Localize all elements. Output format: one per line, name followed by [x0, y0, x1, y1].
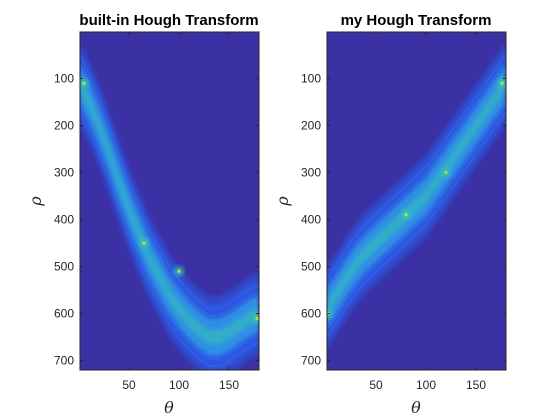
sinusoid-strand [327, 75, 506, 301]
sinusoid-strand [327, 54, 506, 280]
sinusoid-strand [80, 77, 259, 331]
vote-hotspot-peak [255, 316, 259, 320]
sinusoid-strand [80, 62, 259, 316]
right-x-ticks: 50 100 150 [369, 32, 486, 392]
vote-hotspot-peak [500, 81, 504, 85]
x-tick-label: 100 [169, 378, 189, 392]
vote-band-core [80, 78, 259, 344]
left-chart-title: built-in Hough Transform [79, 12, 258, 29]
y-tick-label: 600 [54, 307, 74, 321]
y-tick-label: 400 [301, 213, 321, 227]
sinusoid-strand [80, 98, 259, 352]
right-y-ticks: 100 200 300 400 500 600 700 [301, 72, 506, 368]
left-x-ticks: 50 100 150 [122, 32, 239, 392]
right-axes: my Hough Transform 100 200 300 400 500 600 700… [273, 12, 507, 417]
y-tick-label: 500 [54, 260, 74, 274]
vote-band-inner [327, 65, 506, 326]
sinusoid-strand [80, 84, 259, 338]
right-axes-frame [326, 31, 507, 371]
sinusoid-strands [80, 55, 259, 367]
y-tick-label: 200 [54, 119, 74, 133]
left-axes: built-in Hough Transform 100 200 300 400 500… [26, 12, 260, 417]
right-heatmap [327, 32, 506, 370]
y-tick-label: 600 [301, 307, 321, 321]
x-tick-label: 150 [219, 378, 239, 392]
vote-hotspot-peak [404, 213, 408, 217]
vote-band [80, 43, 259, 370]
sinusoid-strand [327, 83, 506, 309]
sinusoid-strand [327, 112, 506, 337]
y-tick-label: 100 [54, 72, 74, 86]
sinusoid-strand [327, 68, 506, 294]
sinusoid-strand [327, 104, 506, 330]
left-y-ticks: 100 200 300 400 500 600 700 [54, 72, 259, 368]
left-x-axis-label: θ [164, 398, 174, 417]
y-tick-label: 200 [301, 119, 321, 133]
sinusoid-strand [80, 70, 259, 323]
vote-hotspot-peak [444, 170, 448, 175]
vote-hotspot-peak [82, 81, 86, 85]
right-y-axis-label: ρ [273, 196, 292, 207]
sinusoid-strand [80, 91, 259, 345]
left-y-axis-label: ρ [26, 196, 45, 207]
y-tick-label: 300 [301, 166, 321, 180]
sinusoid-strand [327, 97, 506, 323]
vote-hotspot-peak [177, 269, 181, 273]
y-tick-label: 100 [301, 72, 321, 86]
left-heatmap [80, 32, 259, 370]
y-tick-label: 700 [54, 354, 74, 368]
vote-band [327, 42, 506, 349]
right-chart-title: my Hough Transform [341, 12, 492, 29]
x-tick-label: 100 [416, 378, 436, 392]
sinusoid-strands [327, 54, 506, 337]
sinusoid-strand [327, 90, 506, 316]
sinusoid-strand [327, 61, 506, 287]
sinusoid-strand [80, 55, 259, 309]
sinusoid-strand [80, 113, 259, 367]
y-tick-label: 400 [54, 213, 74, 227]
x-tick-label: 150 [466, 378, 486, 392]
x-tick-label: 50 [369, 378, 383, 392]
y-tick-label: 700 [301, 354, 321, 368]
sinusoid-strand [80, 106, 259, 360]
left-axes-frame [79, 31, 260, 371]
vote-hotspot-peak [142, 241, 146, 245]
x-tick-label: 50 [122, 378, 136, 392]
right-x-axis-label: θ [411, 398, 421, 417]
y-tick-label: 500 [301, 260, 321, 274]
y-tick-label: 300 [54, 166, 74, 180]
